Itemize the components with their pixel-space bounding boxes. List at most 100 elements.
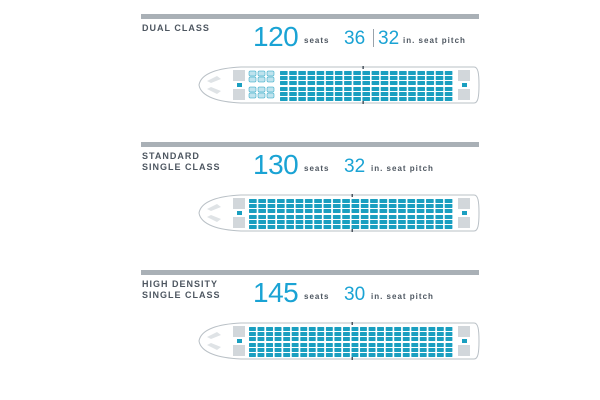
economy-seat bbox=[342, 199, 350, 203]
economy-seat bbox=[258, 209, 266, 213]
crew-seat bbox=[237, 339, 242, 343]
economy-seat bbox=[435, 209, 444, 213]
seat-count: 130 bbox=[253, 149, 299, 180]
economy-seat bbox=[436, 327, 444, 331]
exit-marker bbox=[362, 101, 364, 104]
economy-seat bbox=[300, 327, 308, 331]
economy-seat bbox=[398, 220, 406, 224]
economy-seat bbox=[407, 215, 416, 219]
economy-seat bbox=[445, 353, 453, 357]
economy-seat bbox=[307, 71, 316, 75]
economy-seat bbox=[408, 92, 416, 96]
economy-seat bbox=[266, 343, 273, 347]
economy-seat bbox=[298, 76, 306, 80]
economy-seat bbox=[445, 327, 453, 331]
economy-seat bbox=[428, 353, 436, 357]
economy-seat bbox=[332, 199, 341, 203]
economy-seat bbox=[407, 209, 416, 213]
economy-seat bbox=[291, 327, 299, 331]
economy-seat bbox=[274, 327, 282, 331]
economy-seat bbox=[291, 337, 299, 341]
economy-seat bbox=[334, 343, 342, 347]
economy-seat bbox=[399, 76, 407, 80]
seat-map bbox=[197, 320, 480, 362]
economy-seat bbox=[308, 327, 316, 331]
premium-seat bbox=[257, 86, 266, 93]
economy-seat bbox=[332, 220, 341, 224]
economy-seat bbox=[370, 225, 378, 229]
economy-seat bbox=[314, 220, 322, 224]
economy-seat bbox=[360, 220, 369, 224]
premium-seat bbox=[248, 76, 257, 83]
economy-seat bbox=[323, 215, 332, 219]
economy-seat bbox=[351, 215, 360, 219]
economy-seat bbox=[325, 337, 333, 341]
exit-marker bbox=[351, 194, 353, 197]
economy-seat bbox=[388, 215, 397, 219]
economy-seat bbox=[351, 209, 360, 213]
lavatory-block bbox=[233, 217, 245, 228]
economy-seat bbox=[317, 348, 325, 352]
economy-seat bbox=[295, 225, 304, 229]
economy-seat bbox=[280, 92, 288, 96]
economy-seat bbox=[426, 71, 435, 75]
crew-seat bbox=[462, 211, 467, 215]
economy-seat bbox=[266, 332, 273, 336]
economy-seat bbox=[411, 327, 419, 331]
economy-seat bbox=[444, 199, 453, 203]
economy-seat bbox=[343, 337, 350, 341]
economy-seat bbox=[444, 215, 453, 219]
economy-seat bbox=[362, 92, 370, 96]
economy-seat bbox=[385, 332, 393, 336]
standard-single-class-panel: STANDARD SINGLE CLASS 130 seats 32 in. s… bbox=[141, 142, 480, 264]
economy-seat bbox=[426, 92, 435, 96]
economy-seat bbox=[407, 220, 416, 224]
economy-seat bbox=[360, 215, 369, 219]
economy-seat bbox=[444, 87, 453, 91]
economy-seat bbox=[257, 337, 265, 341]
economy-seat bbox=[360, 353, 367, 357]
economy-seat bbox=[258, 220, 266, 224]
economy-seat bbox=[444, 92, 453, 96]
economy-seat bbox=[377, 327, 384, 331]
economy-seat bbox=[266, 337, 273, 341]
economy-seat bbox=[298, 92, 306, 96]
economy-seat bbox=[362, 71, 370, 75]
economy-seat bbox=[307, 81, 316, 85]
economy-seat bbox=[377, 337, 384, 341]
economy-seat bbox=[444, 204, 453, 208]
economy-seat bbox=[445, 348, 453, 352]
economy-seat bbox=[411, 332, 419, 336]
economy-seat bbox=[428, 337, 436, 341]
economy-seat bbox=[267, 204, 276, 208]
economy-seat bbox=[332, 204, 341, 208]
economy-seat bbox=[277, 199, 285, 203]
economy-seat bbox=[334, 71, 343, 75]
economy-seat bbox=[436, 348, 444, 352]
exit-marker bbox=[362, 66, 364, 69]
seat-pitch: 30 bbox=[344, 284, 366, 305]
economy-seat bbox=[368, 343, 376, 347]
economy-seat bbox=[416, 204, 425, 208]
economy-seat bbox=[342, 204, 350, 208]
economy-seat bbox=[351, 220, 360, 224]
pitch-unit: in. seat pitch bbox=[371, 164, 434, 173]
economy-seat bbox=[419, 353, 427, 357]
economy-seat bbox=[385, 348, 393, 352]
economy-seat bbox=[351, 225, 360, 229]
economy-seat bbox=[307, 92, 316, 96]
economy-pitch: 32 bbox=[378, 28, 400, 49]
economy-seat bbox=[435, 87, 444, 91]
economy-seat bbox=[304, 220, 313, 224]
seats-unit: seats bbox=[304, 292, 330, 301]
economy-seat bbox=[428, 343, 436, 347]
economy-seat bbox=[360, 332, 367, 336]
economy-seat bbox=[370, 199, 378, 203]
economy-seat bbox=[298, 97, 306, 101]
aircraft-diagram bbox=[198, 322, 480, 360]
crew-seat bbox=[237, 211, 242, 215]
economy-seat bbox=[411, 337, 419, 341]
economy-seat bbox=[399, 92, 407, 96]
economy-seat bbox=[351, 337, 359, 341]
economy-seat bbox=[280, 87, 288, 91]
